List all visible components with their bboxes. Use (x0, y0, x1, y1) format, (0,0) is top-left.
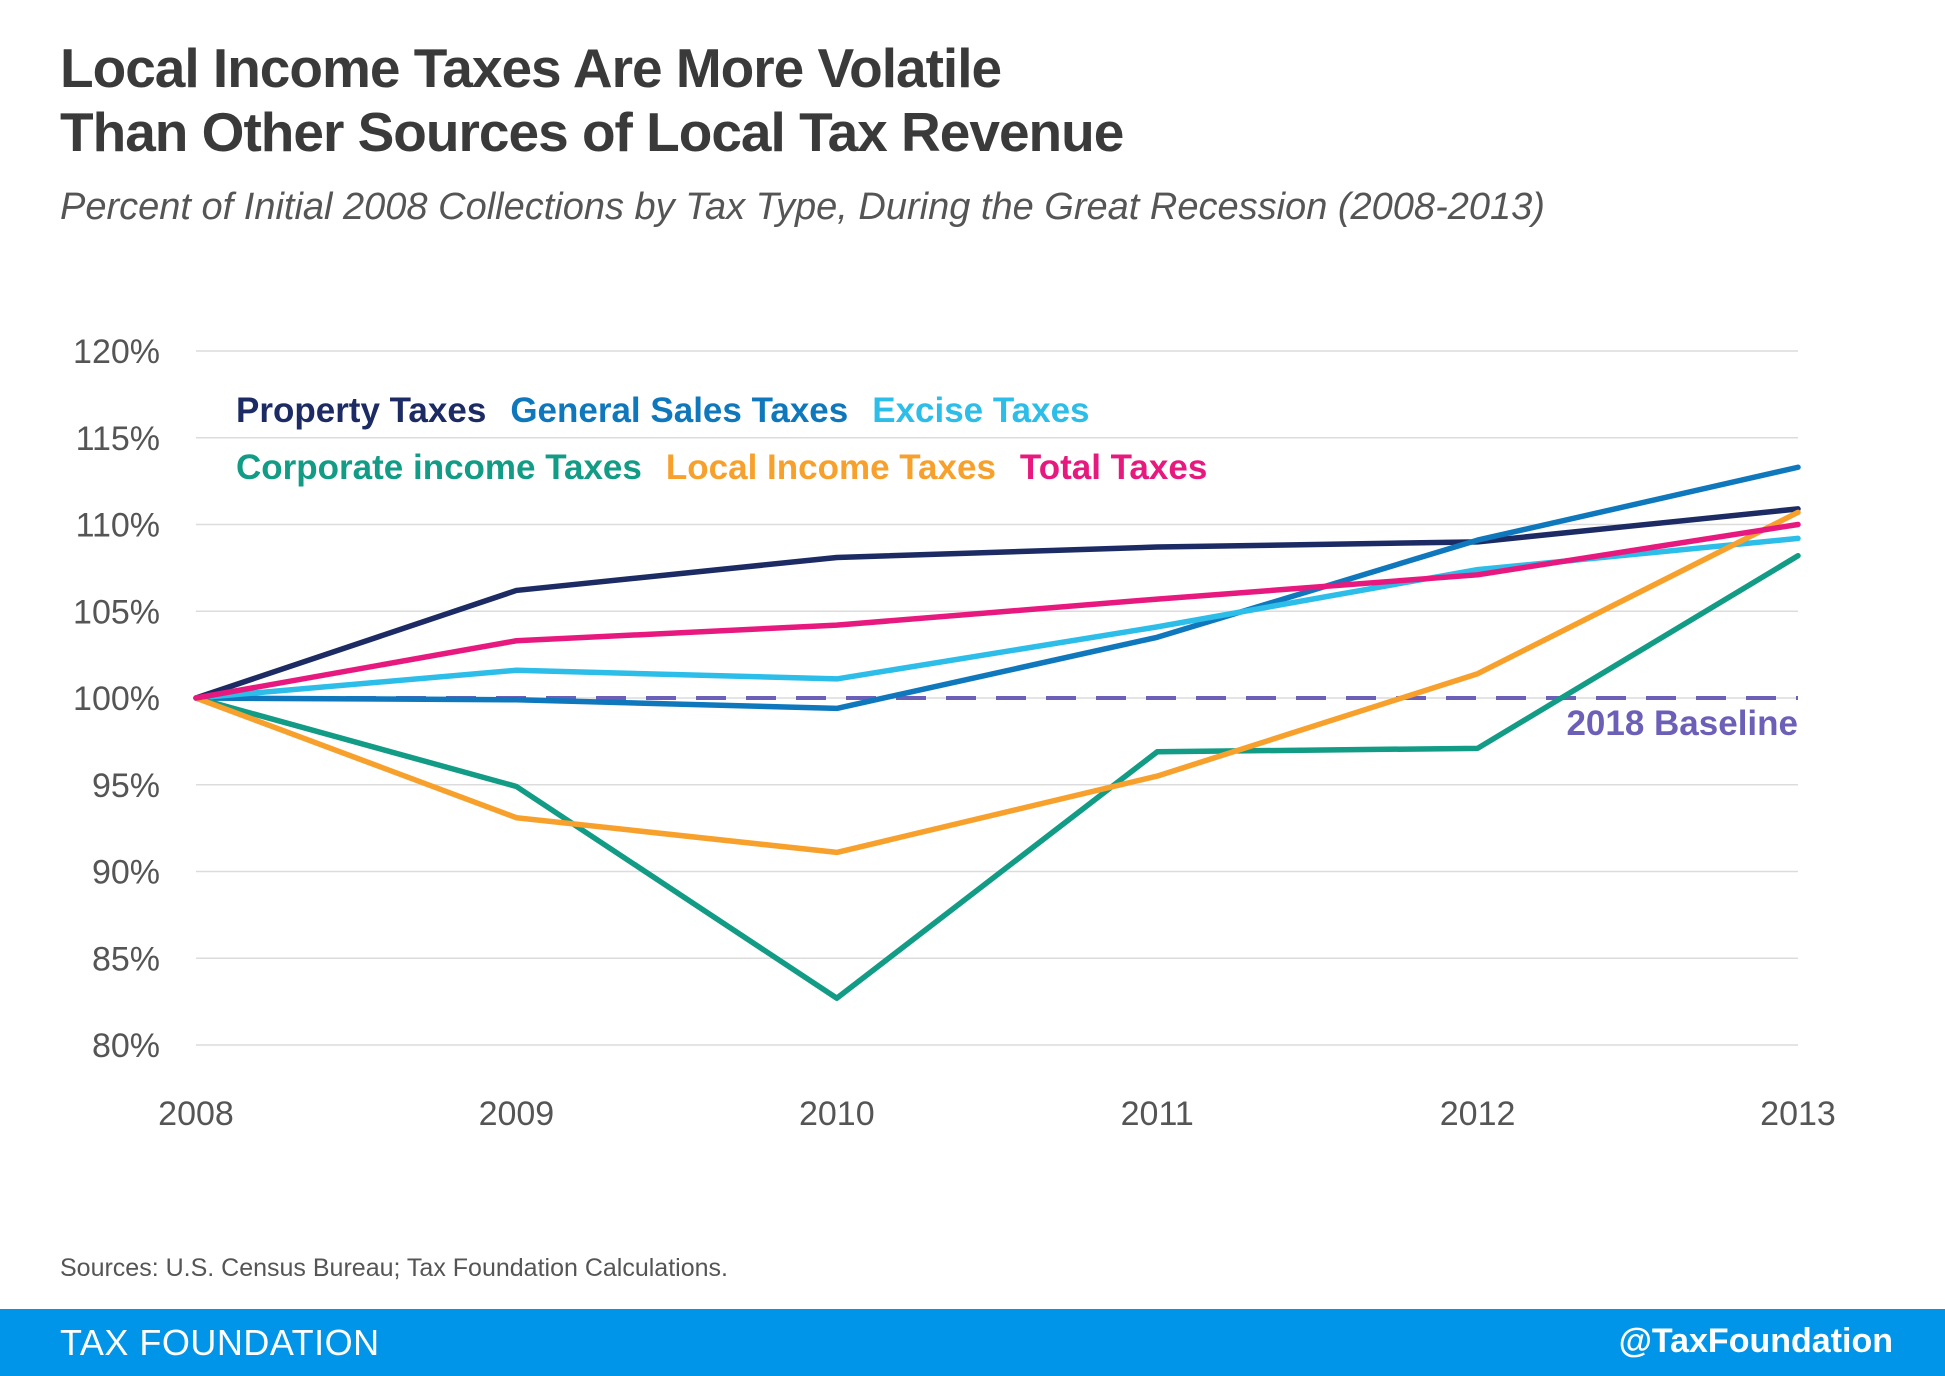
legend-item: Property Taxes (236, 391, 486, 430)
y-tick-label: 115% (76, 420, 160, 458)
legend-row: Corporate income Taxes Local Income Taxes… (236, 448, 1207, 487)
legend-item: Corporate income Taxes (236, 448, 642, 487)
chart-subtitle: Percent of Initial 2008 Collections by T… (60, 186, 1545, 228)
title-line-2: Than Other Sources of Local Tax Revenue (60, 101, 1124, 163)
y-tick-label: 110% (76, 507, 160, 545)
series-line (193, 521, 1801, 701)
legend-item: Excise Taxes (872, 391, 1089, 430)
y-tick-label: 100% (73, 680, 160, 718)
x-tick-label: 2013 (1760, 1095, 1836, 1133)
x-tick-label: 2009 (479, 1095, 555, 1133)
legend-item: Total Taxes (1020, 448, 1207, 487)
x-tick-label: 2008 (158, 1095, 234, 1133)
footer-brand: TAX FOUNDATION (60, 1322, 380, 1363)
y-tick-label: 80% (92, 1027, 160, 1065)
y-axis-ticks: 80% 85% 90% 95% 100% 105% 110% 115% 120% (73, 333, 160, 1065)
y-tick-label: 85% (92, 940, 160, 978)
x-axis-ticks: 2008 2009 2010 2011 2012 2013 (158, 1095, 1836, 1133)
line-chart: 80%85%90%95%100%105%110%115%120% 2008 200… (73, 333, 1836, 1133)
footer-handle[interactable]: @TaxFoundation (1618, 1322, 1893, 1360)
x-tick-label: 2010 (799, 1095, 875, 1133)
legend-row: Property Taxes General Sales Taxes Excise … (236, 391, 1090, 430)
chart-title: Local Income Taxes Are More Volatile Tha… (60, 36, 1560, 164)
sources-note: Sources: U.S. Census Bureau; Tax Foundat… (60, 1254, 728, 1282)
series-line (193, 464, 1801, 712)
baseline-group: 2018 Baseline (196, 696, 1798, 743)
series-line (193, 509, 1801, 856)
y-tick-label: 95% (92, 767, 160, 805)
x-tick-label: 2012 (1440, 1095, 1516, 1133)
baseline-label: 2018 Baseline (1566, 704, 1798, 743)
title-line-1: Local Income Taxes Are More Volatile (60, 37, 1002, 99)
series-group (193, 464, 1801, 1001)
y-tick-label: 120% (73, 333, 160, 371)
legend-item: Local Income Taxes (666, 448, 996, 487)
legend-item: General Sales Taxes (510, 391, 848, 430)
y-tick-label: 90% (92, 854, 160, 892)
series-line (193, 506, 1801, 701)
legend: Property Taxes General Sales Taxes Excise … (236, 391, 1207, 487)
y-tick-label: 105% (73, 593, 160, 631)
footer-bar: TAX FOUNDATION @TaxFoundation (0, 1309, 1945, 1376)
series-line (193, 552, 1801, 1001)
x-tick-label: 2011 (1121, 1095, 1194, 1133)
